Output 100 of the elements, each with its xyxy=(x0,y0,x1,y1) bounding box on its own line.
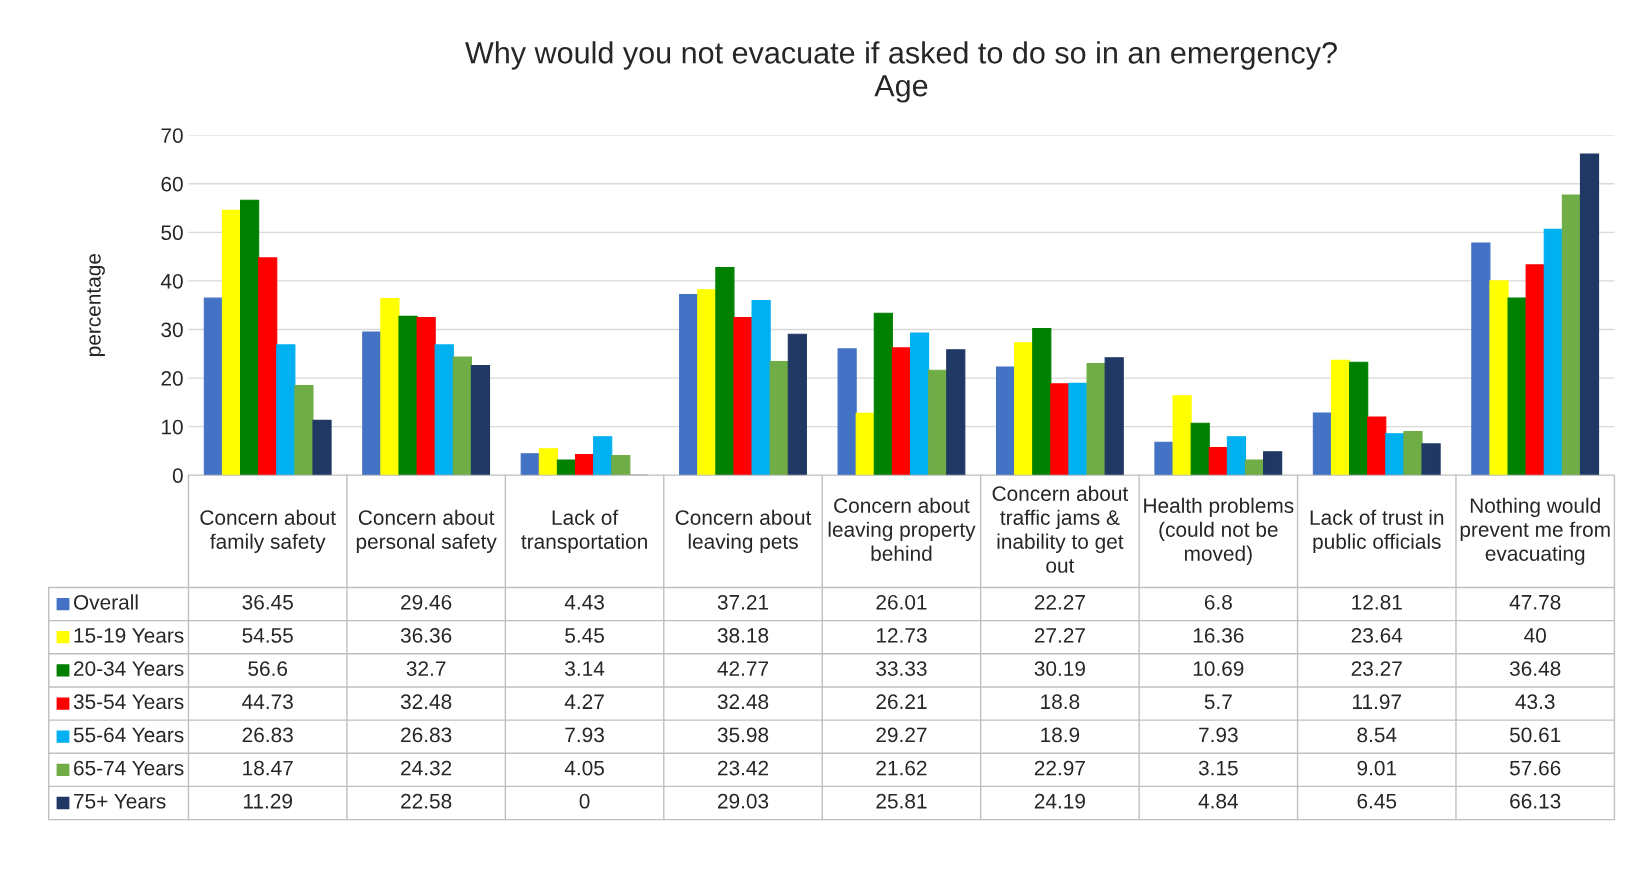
bar xyxy=(276,344,296,476)
legend-label: 15-19 Years xyxy=(74,628,184,643)
y-tick-label: 50 xyxy=(161,225,183,241)
data-label: 5.7 xyxy=(1204,694,1232,710)
bar xyxy=(203,297,223,476)
data-label: 10.69 xyxy=(1193,661,1244,676)
data-label: 38.18 xyxy=(717,628,769,643)
data-label: 6.8 xyxy=(1204,594,1232,610)
data-label: 4.84 xyxy=(1198,793,1238,809)
x-tick-label: Lack of trust in public officials xyxy=(1310,509,1444,554)
data-label: 35.98 xyxy=(717,727,769,743)
bar xyxy=(1263,451,1283,476)
x-tick-label: Concern about traffic jams & inability to get out xyxy=(992,485,1129,573)
data-label: 66.13 xyxy=(1510,793,1561,809)
y-tick-label: 10 xyxy=(162,419,183,435)
bar xyxy=(1050,383,1070,476)
data-label: 22.97 xyxy=(1034,760,1085,776)
bar xyxy=(873,312,893,476)
data-label: 37.21 xyxy=(717,594,769,610)
data-label: 12.81 xyxy=(1352,594,1402,610)
data-label: 33.33 xyxy=(876,661,927,676)
data-label: 44.73 xyxy=(242,694,293,710)
bar xyxy=(258,257,278,476)
bar xyxy=(538,448,558,476)
data-label: 11.29 xyxy=(244,793,293,809)
y-tick-label: 60 xyxy=(161,176,183,192)
data-label: 12.73 xyxy=(876,628,927,643)
bar xyxy=(1312,412,1333,476)
chart-subtitle: Age xyxy=(874,75,928,103)
data-label: 24.19 xyxy=(1034,793,1085,809)
bar xyxy=(1086,363,1106,476)
bar xyxy=(679,293,699,476)
data-label: 29.27 xyxy=(876,727,927,743)
bar xyxy=(380,298,400,476)
data-label: 9.01 xyxy=(1357,760,1397,776)
data-label: 24.32 xyxy=(401,760,452,776)
data-label: 3.14 xyxy=(565,661,605,676)
bar xyxy=(995,366,1016,476)
data-label: 43.3 xyxy=(1515,694,1555,710)
x-tick-label: Nothing would prevent me from evacuating xyxy=(1460,497,1610,566)
data-label: 42.77 xyxy=(717,661,769,676)
bar xyxy=(239,199,260,476)
data-label: 29.46 xyxy=(401,594,452,610)
bar xyxy=(1172,395,1192,476)
data-label: 29.03 xyxy=(718,793,769,809)
bar xyxy=(611,455,631,476)
data-label: 27.27 xyxy=(1034,628,1085,643)
data-label: 54.55 xyxy=(242,628,293,643)
legend-label: 55-64 Years xyxy=(73,727,184,743)
x-tick-label: Concern about family safety xyxy=(200,509,336,554)
bar xyxy=(1543,228,1563,476)
x-tick-label: Lack of transportation xyxy=(521,509,647,554)
bar xyxy=(312,419,332,476)
x-tick-label: Concern about leaving pets xyxy=(675,509,812,554)
data-label: 26.83 xyxy=(401,727,452,743)
y-tick-label: 70 xyxy=(161,128,183,143)
x-tick-label: Concern about leaving property behind xyxy=(828,497,976,561)
bar xyxy=(733,316,753,476)
data-label: 36.45 xyxy=(242,594,293,610)
data-label: 3.15 xyxy=(1198,760,1238,776)
data-label: 7.93 xyxy=(565,727,604,743)
data-label: 40 xyxy=(1524,628,1546,643)
data-label: 36.36 xyxy=(400,628,452,643)
bar xyxy=(928,369,948,476)
y-axis-title: percentage xyxy=(87,254,105,356)
bar xyxy=(1421,443,1441,476)
data-label: 16.36 xyxy=(1193,628,1244,643)
data-label: 47.78 xyxy=(1509,594,1561,610)
y-tick-label: 30 xyxy=(161,322,183,338)
data-label: 26.83 xyxy=(242,727,293,743)
bar xyxy=(1471,242,1491,476)
bar xyxy=(1226,436,1247,476)
bar xyxy=(1403,430,1423,476)
bar xyxy=(1349,361,1369,476)
data-label: 22.58 xyxy=(401,793,452,809)
legend-label: 20-34 Years xyxy=(74,661,184,676)
data-label: 18.47 xyxy=(243,760,293,776)
bar xyxy=(787,333,807,476)
data-label: 4.27 xyxy=(564,694,604,709)
data-label: 23.64 xyxy=(1351,628,1403,643)
bar xyxy=(855,412,875,476)
bar xyxy=(1507,297,1527,476)
y-tick-label: 20 xyxy=(161,371,183,386)
x-tick-label: Concern about personal safety xyxy=(356,509,497,554)
data-label: 0 xyxy=(579,793,590,809)
bar xyxy=(1561,194,1582,476)
legend-label: 75+ Years xyxy=(74,794,166,809)
bar xyxy=(1525,264,1545,476)
bar xyxy=(294,384,314,476)
bar xyxy=(556,459,577,476)
bar xyxy=(1190,422,1210,476)
data-label: 22.27 xyxy=(1034,594,1085,610)
data-label: 18.8 xyxy=(1041,694,1080,710)
legend-label: Overall xyxy=(73,594,138,610)
y-tick-label: 40 xyxy=(160,273,183,289)
data-label: 8.54 xyxy=(1357,727,1397,743)
bar xyxy=(593,436,613,476)
data-label: 23.42 xyxy=(718,760,769,776)
data-label: 32.48 xyxy=(400,694,452,710)
data-label: 4.43 xyxy=(564,594,604,610)
